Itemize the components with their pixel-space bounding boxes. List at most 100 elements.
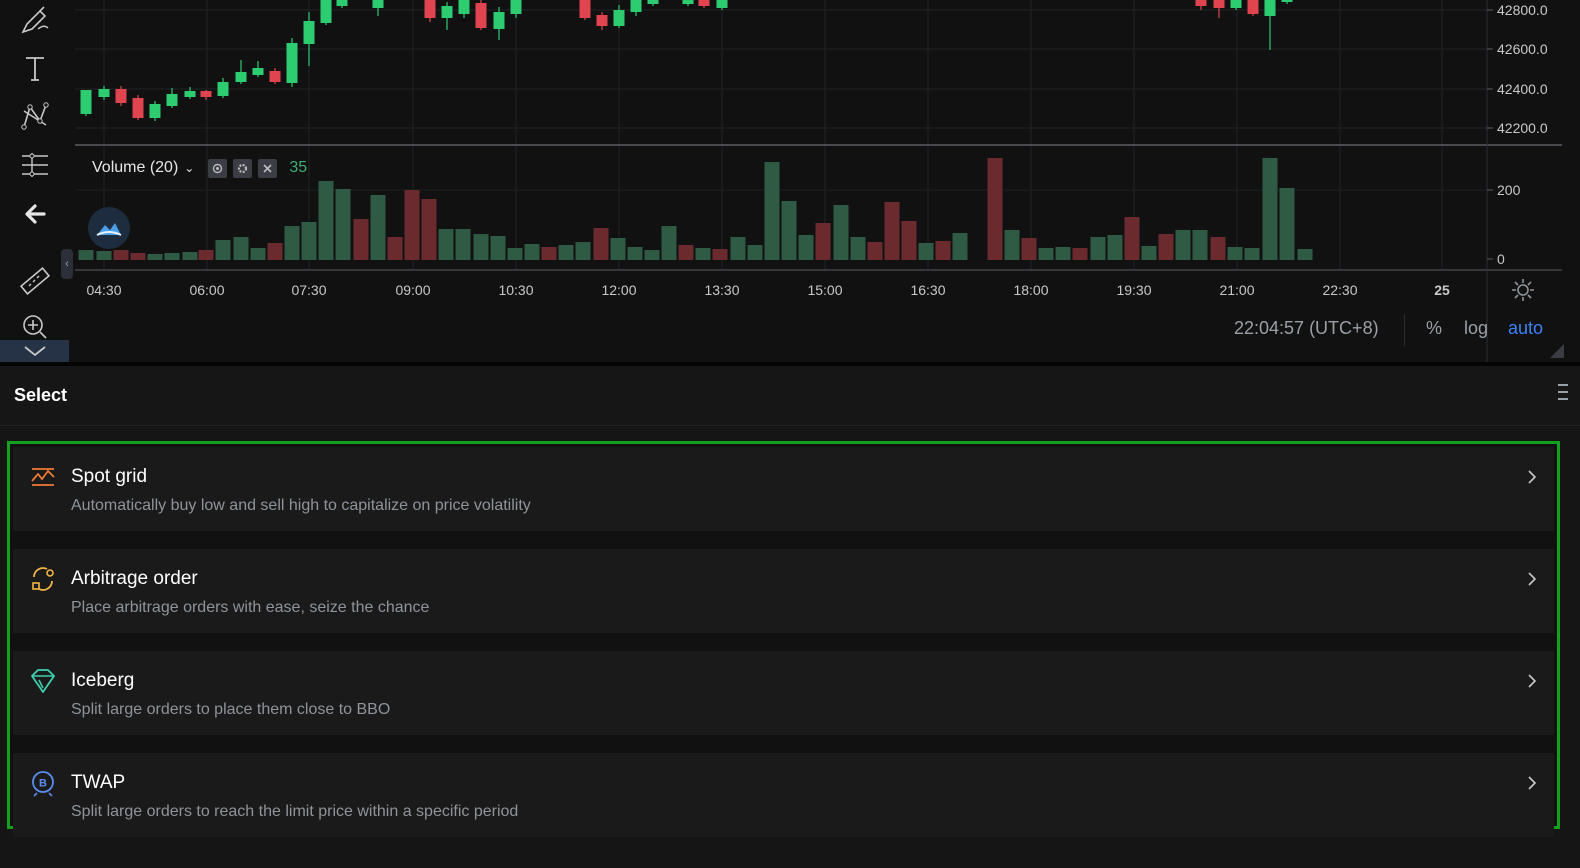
volume-bar	[164, 253, 180, 260]
svg-text:B: B	[39, 778, 47, 790]
volume-bar	[335, 189, 351, 260]
candle-body	[630, 0, 642, 12]
strategy-item-twap[interactable]: B TWAP Split large orders to reach the l…	[13, 753, 1554, 837]
volume-bar	[918, 243, 934, 260]
time-axis-label: 18:00	[1013, 282, 1048, 298]
panel-title: Select	[14, 385, 68, 405]
volume-bar	[507, 248, 523, 260]
volume-bar	[935, 241, 951, 260]
measure-lines-icon[interactable]	[14, 146, 56, 184]
toolbar-collapse-button[interactable]	[0, 340, 69, 362]
volume-value: 35	[289, 159, 308, 176]
volume-bar	[1192, 230, 1208, 260]
arbitrage-icon	[32, 567, 54, 591]
back-arrow-icon[interactable]	[14, 195, 56, 233]
candle-body	[336, 0, 348, 6]
volume-bar	[301, 222, 317, 260]
volume-legend: Volume (20) ⌄ 35	[92, 156, 307, 180]
chevron-down-icon	[23, 346, 46, 357]
volume-bar	[1021, 238, 1037, 260]
time-axis-label: 10:30	[498, 282, 533, 298]
price-axis-label: 42800.0	[1497, 2, 1548, 18]
strategy-item-spot-grid[interactable]: Spot grid Automatically buy low and sell…	[13, 447, 1554, 531]
strategy-description: Split large orders to place them close t…	[71, 701, 391, 718]
volume-bar	[353, 219, 369, 260]
resize-handle-icon[interactable]	[1550, 344, 1564, 358]
volume-bar	[370, 195, 386, 260]
volume-bar	[1279, 188, 1295, 260]
candlestick-chart-canvas[interactable]: 42800.0 42600.0 42400.0 42200.0 200 0 04:30 06:…	[0, 0, 1580, 364]
toolbar-hide-handle[interactable]: ‹	[61, 249, 73, 279]
volume-bar	[850, 237, 866, 260]
volume-bar	[147, 254, 163, 260]
auto-scale-button[interactable]: auto	[1508, 318, 1544, 338]
candle-body	[698, 0, 710, 6]
candle-body	[166, 94, 178, 106]
pattern-icon[interactable]	[14, 97, 56, 135]
volume-bar	[490, 236, 506, 260]
volume-bar	[575, 242, 591, 260]
log-scale-button[interactable]: log	[1464, 318, 1489, 338]
candle-body	[200, 91, 212, 97]
strategy-title: Spot grid	[71, 466, 148, 487]
menu-icon[interactable]	[1558, 384, 1568, 402]
eye-icon[interactable]	[208, 158, 228, 178]
volume-bar	[473, 234, 489, 260]
candle-body	[1281, 0, 1293, 2]
volume-bar	[798, 235, 814, 260]
candle-body	[458, 0, 470, 14]
volume-bar	[627, 247, 643, 260]
price-axis-label: 42400.0	[1497, 81, 1548, 97]
time-axis-label: 04:30	[86, 282, 121, 298]
zoom-in-icon[interactable]	[14, 308, 56, 346]
candle-body	[682, 0, 694, 4]
time-axis-label: 07:30	[291, 282, 326, 298]
grid-chart-icon	[31, 468, 55, 486]
strategy-item-iceberg[interactable]: Iceberg Split large orders to place them…	[13, 651, 1554, 735]
candle-body	[1247, 0, 1259, 14]
time-axis-label: 22:30	[1322, 282, 1357, 298]
volume-bar	[421, 199, 437, 260]
volume-bar	[1107, 235, 1123, 260]
volume-bar	[1175, 230, 1191, 260]
volume-bar	[1210, 237, 1226, 260]
price-chart[interactable]: 42800.0 42600.0 42400.0 42200.0 200 0 04:30 06:…	[0, 0, 1580, 364]
volume-bar	[867, 242, 883, 260]
volume-bar	[661, 226, 677, 260]
text-icon[interactable]	[14, 49, 56, 87]
volume-bar	[250, 248, 266, 260]
volume-bar	[78, 250, 94, 260]
ruler-icon[interactable]	[14, 262, 56, 300]
close-icon[interactable]	[258, 158, 278, 178]
chevron-right-icon	[1528, 470, 1537, 484]
chevron-down-icon[interactable]: ⌄	[184, 161, 195, 175]
time-axis-label: 06:00	[189, 282, 224, 298]
brush-icon[interactable]	[14, 2, 56, 40]
volume-bar	[730, 237, 746, 260]
panel-separator	[0, 362, 1580, 366]
candle-body	[716, 0, 728, 8]
volume-bar	[1124, 217, 1140, 260]
mountain-logo-icon[interactable]	[88, 207, 130, 249]
candle-body	[1213, 0, 1225, 8]
volume-bar	[1227, 247, 1243, 260]
volume-bar	[1004, 230, 1020, 260]
time-axis-label: 25	[1434, 282, 1450, 298]
volume-bar	[610, 238, 626, 260]
candle-body	[252, 68, 264, 75]
volume-bar	[1244, 248, 1260, 260]
chart-settings-gear-icon[interactable]	[1510, 277, 1536, 303]
percent-scale-button[interactable]: %	[1426, 318, 1443, 338]
volume-bar	[901, 221, 917, 260]
volume-bar	[541, 247, 557, 260]
settings-icon[interactable]	[233, 158, 253, 178]
strategy-item-arbitrage-order[interactable]: Arbitrage order Place arbitrage orders w…	[13, 549, 1554, 633]
time-axis-label: 09:00	[395, 282, 430, 298]
candle-body	[98, 89, 110, 97]
candle-body	[424, 0, 436, 18]
volume-bar	[318, 181, 334, 260]
volume-bar	[198, 250, 214, 260]
volume-bar	[113, 250, 129, 260]
candle-body	[149, 104, 161, 118]
volume-bar	[215, 240, 231, 260]
